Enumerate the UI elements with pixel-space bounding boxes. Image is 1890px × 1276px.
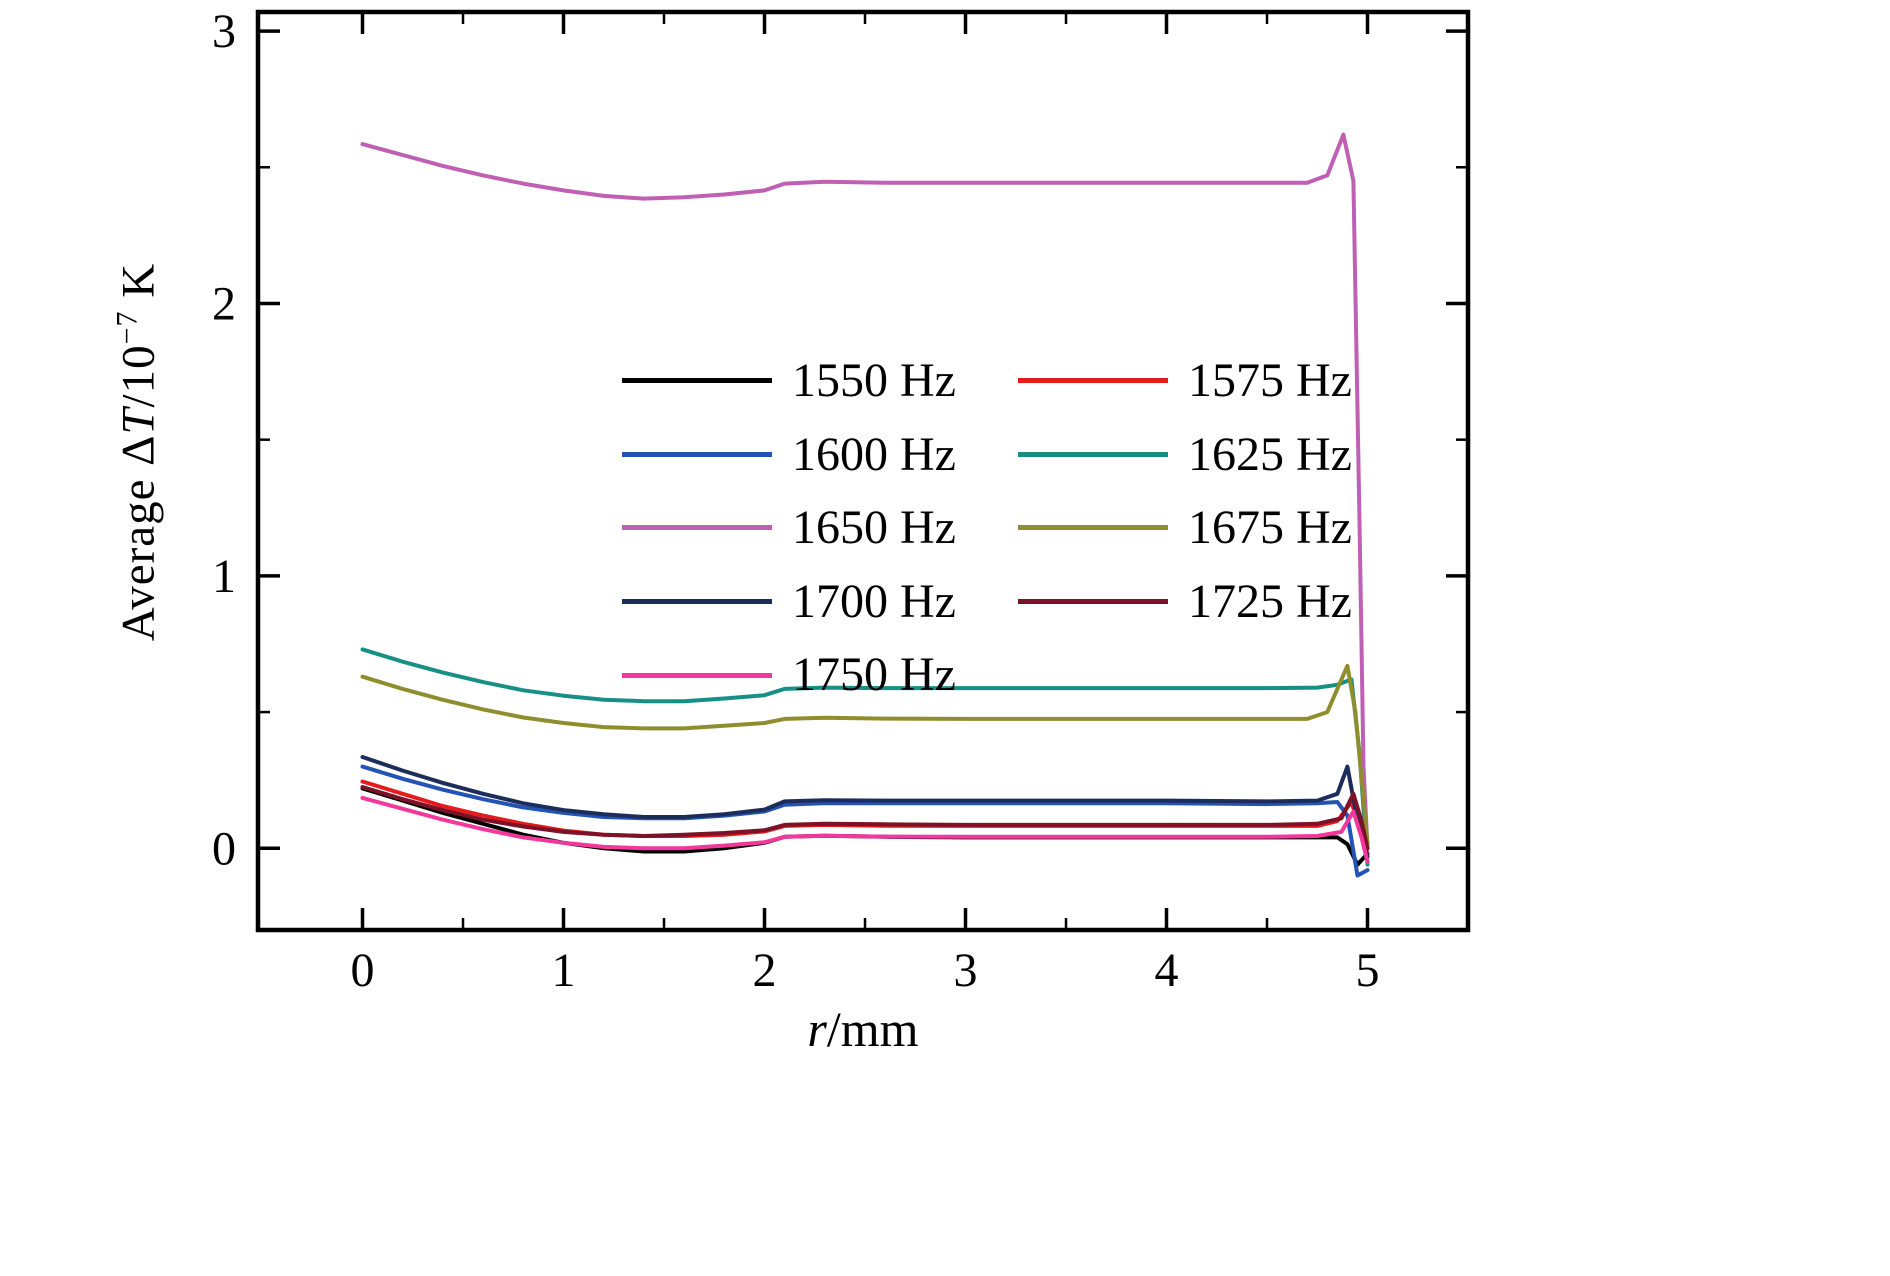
y-axis-label: Average ΔT/10−7 K — [111, 263, 166, 642]
legend-item-1550-hz: 1550 Hz — [622, 352, 956, 410]
series-line-1650-hz — [360, 132, 1370, 851]
legend-item-1600-hz: 1600 Hz — [622, 426, 956, 484]
x-tick-label: 4 — [1155, 944, 1179, 997]
series-line-1575-hz — [360, 779, 1370, 856]
x-tick-label: 3 — [954, 944, 978, 997]
series-line-1750-hz — [360, 795, 1370, 864]
x-axis-label-unit: /mm — [826, 1001, 919, 1057]
legend-item-1750-hz: 1750 Hz — [622, 646, 956, 704]
legend-label: 1650 Hz — [792, 501, 956, 555]
legend-item-1575-hz: 1575 Hz — [1017, 352, 1352, 410]
legend-line-swatch — [622, 451, 772, 457]
series-line-1600-hz — [360, 764, 1370, 878]
legend-line-swatch — [1017, 599, 1168, 605]
series-line-1675-hz — [360, 663, 1370, 845]
y-tick-label: 3 — [212, 5, 236, 58]
y-axis-label-mid: /10 — [112, 344, 165, 408]
legend-line-swatch — [622, 378, 772, 384]
legend-item-1725-hz: 1725 Hz — [1017, 573, 1352, 631]
legend-label: 1550 Hz — [792, 354, 956, 407]
legend-item-1675-hz: 1675 Hz — [1017, 499, 1352, 557]
legend-line-swatch — [622, 672, 772, 678]
x-tick-label: 5 — [1356, 944, 1380, 997]
legend-item-1650-hz: 1650 Hz — [622, 499, 956, 557]
legend-line-swatch — [622, 525, 772, 531]
y-axis-label-exponent: −7 — [110, 310, 144, 345]
series-line-1725-hz — [360, 785, 1370, 851]
y-tick-label: 0 — [212, 822, 236, 875]
series-line-1700-hz — [360, 755, 1370, 859]
y-axis-label-prefix: Average Δ — [112, 434, 165, 642]
legend-line-swatch — [1017, 451, 1168, 457]
legend: 1550 Hz 1575 Hz 1600 Hz 1625 Hz 1650 Hz 1675 … — [622, 352, 1352, 704]
axes-frame — [255, 9, 1471, 933]
legend-label: 1725 Hz — [1187, 574, 1352, 628]
x-axis-label: r/mm — [807, 1000, 918, 1058]
y-axis-label-suffix: K — [112, 262, 165, 311]
legend-line-swatch — [622, 599, 772, 605]
legend-label: 1750 Hz — [792, 648, 956, 702]
x-tick-label: 0 — [351, 944, 375, 997]
legend-label: 1675 Hz — [1187, 501, 1352, 555]
legend-label: 1575 Hz — [1187, 354, 1352, 407]
legend-line-swatch — [1017, 525, 1168, 531]
legend-line-swatch — [1017, 378, 1168, 384]
y-axis-label-variable: T — [112, 407, 165, 435]
x-tick-label: 2 — [753, 944, 777, 997]
legend-label: 1600 Hz — [792, 427, 956, 481]
x-tick-label: 1 — [552, 944, 576, 997]
legend-label: 1625 Hz — [1187, 427, 1352, 481]
legend-item-1700-hz: 1700 Hz — [622, 573, 956, 631]
y-tick-label: 2 — [212, 277, 236, 330]
legend-item-1625-hz: 1625 Hz — [1017, 426, 1352, 484]
y-tick-label: 1 — [212, 550, 236, 603]
legend-label: 1700 Hz — [792, 574, 956, 628]
x-axis-label-variable: r — [807, 1001, 827, 1057]
series-line-1625-hz — [360, 647, 1370, 867]
